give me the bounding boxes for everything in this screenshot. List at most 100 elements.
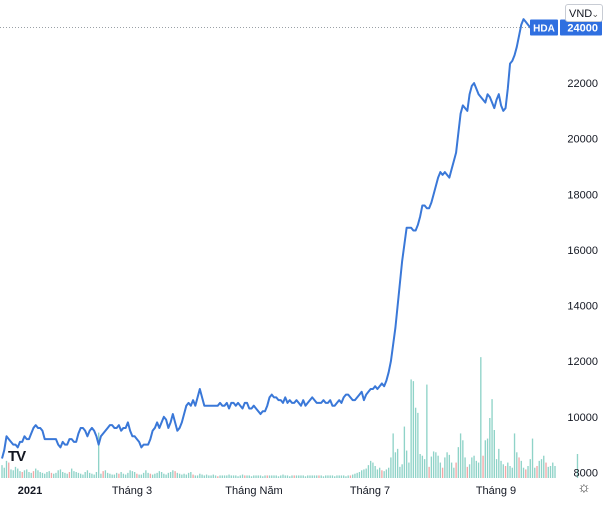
volume-bar	[545, 462, 547, 478]
volume-bar	[486, 438, 489, 478]
x-tick-label: Tháng Năm	[225, 485, 282, 497]
volume-bar	[205, 474, 208, 478]
volume-bar	[396, 448, 399, 478]
volume-bar	[37, 470, 39, 478]
last-value-label: 24000	[567, 22, 598, 34]
volume-bar	[363, 469, 365, 478]
volume-bar	[149, 473, 152, 478]
volume-bar	[8, 462, 10, 478]
volume-bar	[66, 473, 68, 478]
volume-bar	[493, 430, 495, 478]
volume-bar	[316, 475, 318, 478]
volume-bar	[334, 476, 336, 478]
volume-bar	[97, 432, 100, 478]
volume-bar	[358, 472, 361, 478]
volume-bar	[480, 357, 482, 478]
gear-icon[interactable]: ☼	[577, 479, 591, 496]
volume-bar	[471, 457, 473, 478]
x-tick-label: Tháng 3	[112, 485, 152, 497]
volume-bar	[372, 462, 374, 478]
volume-bar	[57, 470, 59, 478]
x-tick-label: Tháng 9	[476, 485, 516, 497]
volume-bar	[401, 464, 403, 478]
volume-bar	[163, 473, 165, 478]
volume-bar	[473, 455, 475, 478]
volume-bar	[115, 472, 118, 478]
volume-bar	[246, 475, 248, 478]
volume-bar	[385, 469, 388, 478]
volume-bar	[576, 454, 579, 478]
volume-bar	[322, 476, 325, 478]
currency-select[interactable]: VND ⌄	[565, 4, 603, 22]
volume-bar	[495, 459, 498, 478]
volume-bar	[298, 475, 300, 478]
volume-bar	[412, 381, 415, 478]
volume-bar	[17, 468, 19, 478]
volume-bar	[71, 468, 73, 478]
volume-bar	[201, 474, 203, 478]
volume-bar	[336, 475, 338, 478]
volume-bar	[345, 476, 347, 478]
volume-bar	[428, 466, 430, 478]
volume-bar	[531, 438, 534, 478]
y-tick-label: 8000	[574, 467, 598, 479]
volume-bar	[169, 472, 172, 478]
volume-bar	[311, 475, 313, 478]
volume-bar	[32, 471, 35, 478]
volume-bar	[26, 469, 28, 478]
volume-bar	[89, 472, 91, 478]
volume-bar	[365, 468, 367, 478]
volume-bar	[289, 476, 291, 478]
volume-bar	[10, 469, 12, 478]
volume-bar	[437, 455, 439, 478]
volume-bar	[381, 470, 383, 478]
volume-bar	[361, 470, 363, 478]
volume-bar	[93, 474, 95, 478]
volume-bar	[462, 440, 464, 478]
volume-bar	[291, 475, 293, 478]
volume-bar	[210, 475, 212, 478]
volume-bar	[133, 472, 136, 478]
volume-bar	[131, 471, 134, 478]
volume-bar	[459, 433, 462, 478]
volume-bar	[455, 462, 457, 478]
volume-bar	[295, 475, 298, 478]
volume-bar	[338, 475, 340, 478]
volume-bar	[266, 475, 268, 478]
volume-bar	[282, 474, 284, 478]
volume-bar	[408, 462, 410, 478]
volume-bar	[77, 472, 80, 478]
volume-bar	[167, 472, 170, 478]
volume-bar	[529, 459, 531, 478]
volume-bar	[68, 472, 71, 478]
y-tick-label: 12000	[567, 356, 598, 368]
volume-bar	[226, 475, 228, 478]
volume-bar	[304, 476, 307, 478]
volume-bar	[500, 460, 502, 478]
volume-bar	[82, 474, 84, 478]
volume-bar	[403, 426, 406, 478]
volume-bar	[19, 471, 21, 478]
volume-bar	[253, 475, 255, 478]
volume-bar	[507, 462, 509, 478]
volume-bar	[80, 473, 82, 478]
volume-bar	[536, 466, 538, 478]
volume-bar	[156, 472, 158, 478]
volume-bar	[432, 451, 435, 478]
volume-bar	[466, 466, 468, 478]
volume-bar	[340, 475, 343, 478]
volume-bar	[12, 470, 14, 478]
volume-bar	[142, 472, 145, 478]
volume-bar	[441, 467, 444, 478]
volume-bar	[552, 462, 554, 478]
volume-bar	[327, 475, 329, 478]
y-tick-label: 18000	[567, 189, 598, 201]
volume-bar	[511, 467, 513, 478]
last-value-badge	[560, 19, 602, 36]
volume-bar	[212, 474, 214, 478]
volume-bar	[203, 475, 205, 478]
volume-bar	[504, 466, 507, 478]
tradingview-logo-icon[interactable]: TV	[8, 448, 26, 465]
